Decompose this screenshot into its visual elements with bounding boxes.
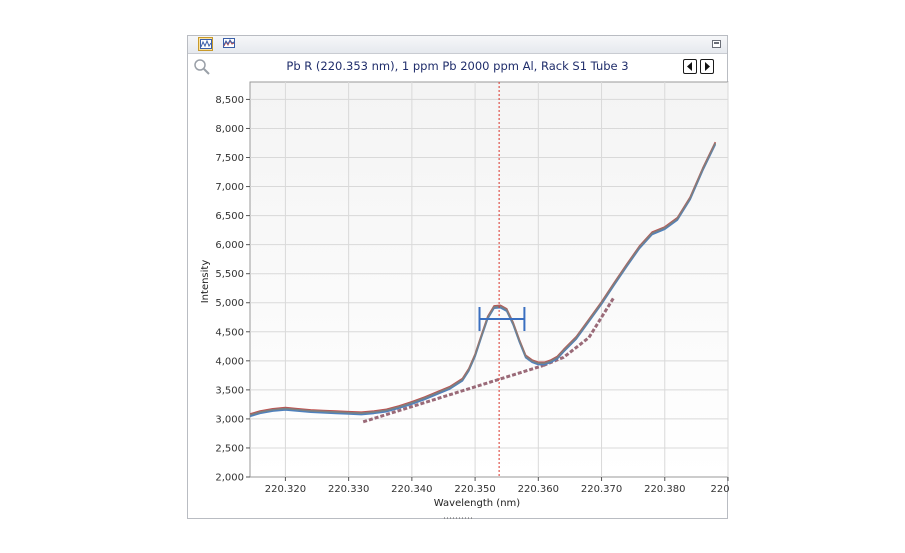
x-tick-label: 220.380 (644, 484, 685, 495)
x-tick-label: 220.330 (328, 484, 369, 495)
y-tick-label: 2,000 (215, 473, 244, 484)
y-tick-label: 3,500 (215, 385, 244, 396)
magnifier-icon[interactable] (193, 58, 211, 76)
spectrum-view-icon[interactable] (198, 37, 213, 51)
y-tick-label: 4,000 (215, 356, 244, 367)
chart-plot: 2,000 2,500 3,000 3,500 4,000 4,500 5,000 5,500… (200, 81, 730, 519)
y-tick-label: 4,500 (215, 327, 244, 338)
x-tick-label: 220.350 (454, 484, 495, 495)
next-arrow-icon[interactable] (700, 59, 714, 74)
toolbar (188, 36, 727, 54)
x-tick-label: 220.320 (265, 484, 306, 495)
y-tick-label: 8,500 (215, 95, 244, 106)
spectrum-line (250, 142, 717, 416)
y-tick-label: 7,500 (215, 153, 244, 164)
x-tick-label: 220.360 (518, 484, 559, 495)
x-tick-label: 220.370 (581, 484, 622, 495)
x-axis-title: Wavelength (nm) (434, 498, 520, 509)
restore-window-icon[interactable] (712, 40, 721, 48)
x-tick-label: 220.340 (391, 484, 432, 495)
y-tick-label: 6,500 (215, 211, 244, 222)
baseline-right (542, 296, 616, 367)
y-tick-label: 6,000 (215, 240, 244, 251)
previous-arrow-icon[interactable] (683, 59, 697, 74)
chart-title: Pb R (220.353 nm), 1 ppm Pb 2000 ppm Al,… (286, 59, 629, 73)
spectrum-line (250, 144, 717, 418)
y-tick-label: 3,000 (215, 414, 244, 425)
y-axis-title: Intensity (200, 260, 211, 304)
spectrum-panel: 2,000 2,500 3,000 3,500 4,000 4,500 5,000 5,500… (187, 35, 730, 519)
spectrum-overlay-icon[interactable] (222, 37, 237, 51)
y-tick-label: 2,500 (215, 443, 244, 454)
y-tick-label: 5,000 (215, 298, 244, 309)
plot-area (249, 81, 729, 478)
y-tick-label: 7,000 (215, 182, 244, 193)
y-tick-label: 8,000 (215, 124, 244, 135)
baseline-left (362, 364, 544, 424)
y-tick-label: 5,500 (215, 269, 244, 280)
x-tick-label: 220.39 (711, 484, 730, 495)
